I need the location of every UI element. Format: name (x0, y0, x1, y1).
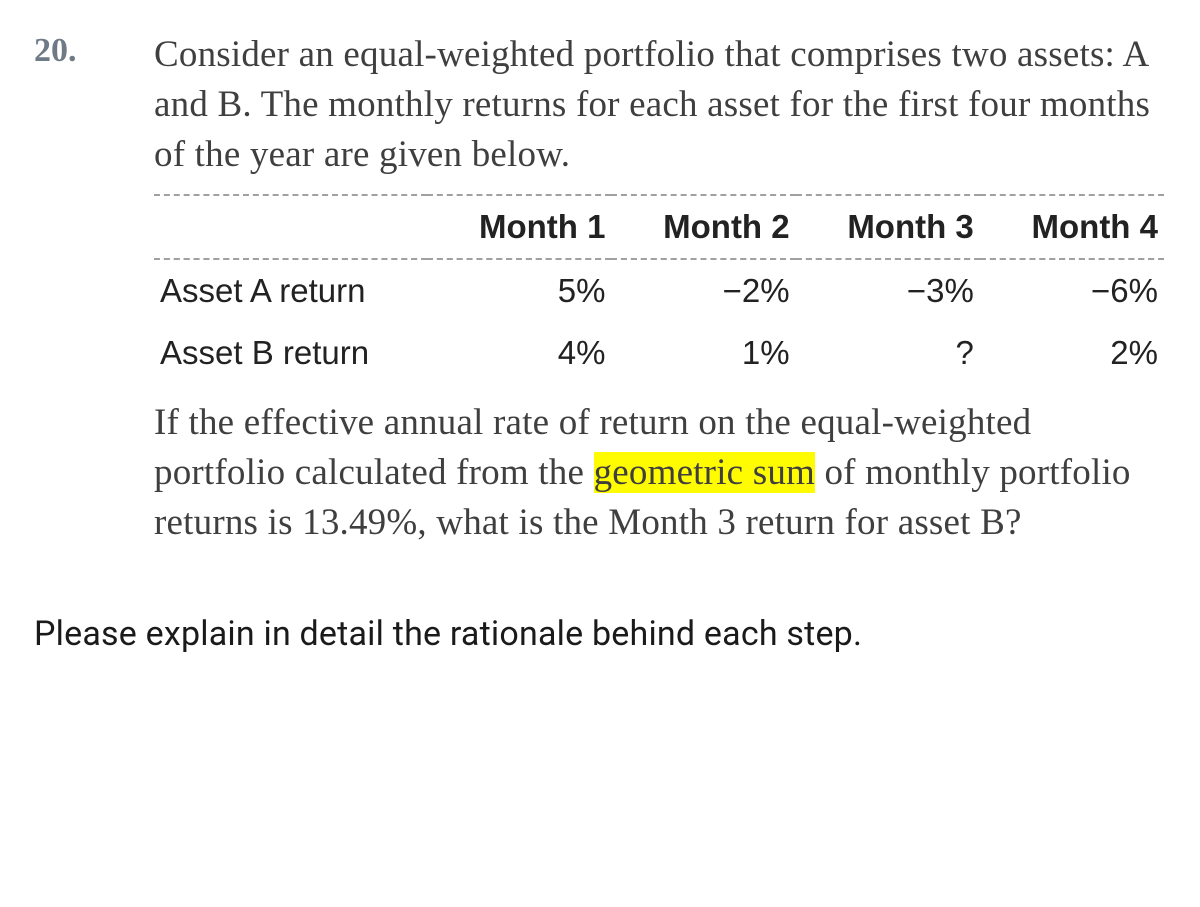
returns-table: Month 1 Month 2 Month 3 Month 4 Asset A … (154, 194, 1164, 384)
question-number: 20. (30, 30, 154, 70)
question-block: 20. Consider an equal-weighted portfolio… (30, 30, 1170, 554)
cell: 4% (427, 322, 611, 384)
cell: 2% (980, 322, 1164, 384)
table-header-row: Month 1 Month 2 Month 3 Month 4 (154, 195, 1164, 259)
table-col-header: Month 4 (980, 195, 1164, 259)
cell: 5% (427, 259, 611, 322)
row-label: Asset A return (154, 259, 427, 322)
question-body: Consider an equal-weighted portfolio tha… (154, 30, 1164, 554)
table-col-header: Month 3 (796, 195, 980, 259)
page: 20. Consider an equal-weighted portfolio… (0, 0, 1200, 907)
cell: −3% (796, 259, 980, 322)
followup-paragraph: If the effective annual rate of return o… (154, 398, 1164, 548)
table-col-header: Month 1 (427, 195, 611, 259)
highlighted-phrase: geometric sum (594, 452, 815, 493)
cell: 1% (611, 322, 795, 384)
table-header-blank (154, 195, 427, 259)
cell: ? (796, 322, 980, 384)
row-label: Asset B return (154, 322, 427, 384)
instruction-text: Please explain in detail the rationale b… (34, 614, 1170, 654)
table-row: Asset A return 5% −2% −3% −6% (154, 259, 1164, 322)
table-col-header: Month 2 (611, 195, 795, 259)
cell: −2% (611, 259, 795, 322)
intro-paragraph: Consider an equal-weighted portfolio tha… (154, 30, 1164, 180)
cell: −6% (980, 259, 1164, 322)
table-row: Asset B return 4% 1% ? 2% (154, 322, 1164, 384)
